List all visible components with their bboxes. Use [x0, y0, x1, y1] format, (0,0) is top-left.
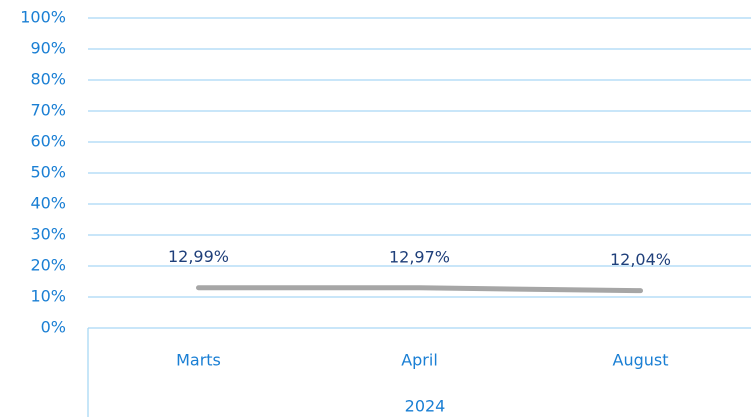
data-label: 12,99% — [168, 247, 229, 266]
data-label: 12,04% — [610, 250, 671, 269]
y-tick-label: 80% — [30, 70, 66, 89]
y-tick-label: 100% — [20, 8, 66, 27]
x-tick-label: Marts — [176, 351, 221, 370]
y-tick-label: 30% — [30, 225, 66, 244]
y-tick-label: 20% — [30, 256, 66, 275]
y-tick-label: 10% — [30, 287, 66, 306]
y-tick-label: 0% — [41, 318, 66, 337]
x-tick-label: April — [401, 351, 438, 370]
y-tick-label: 50% — [30, 163, 66, 182]
y-tick-label: 40% — [30, 194, 66, 213]
y-tick-label: 60% — [30, 132, 66, 151]
x-tick-label: August — [613, 351, 669, 370]
y-tick-label: 70% — [30, 101, 66, 120]
line — [196, 285, 643, 294]
y-tick-label: 90% — [30, 39, 66, 58]
x-group-label: 2024 — [405, 397, 446, 416]
data-label: 12,97% — [389, 247, 450, 266]
